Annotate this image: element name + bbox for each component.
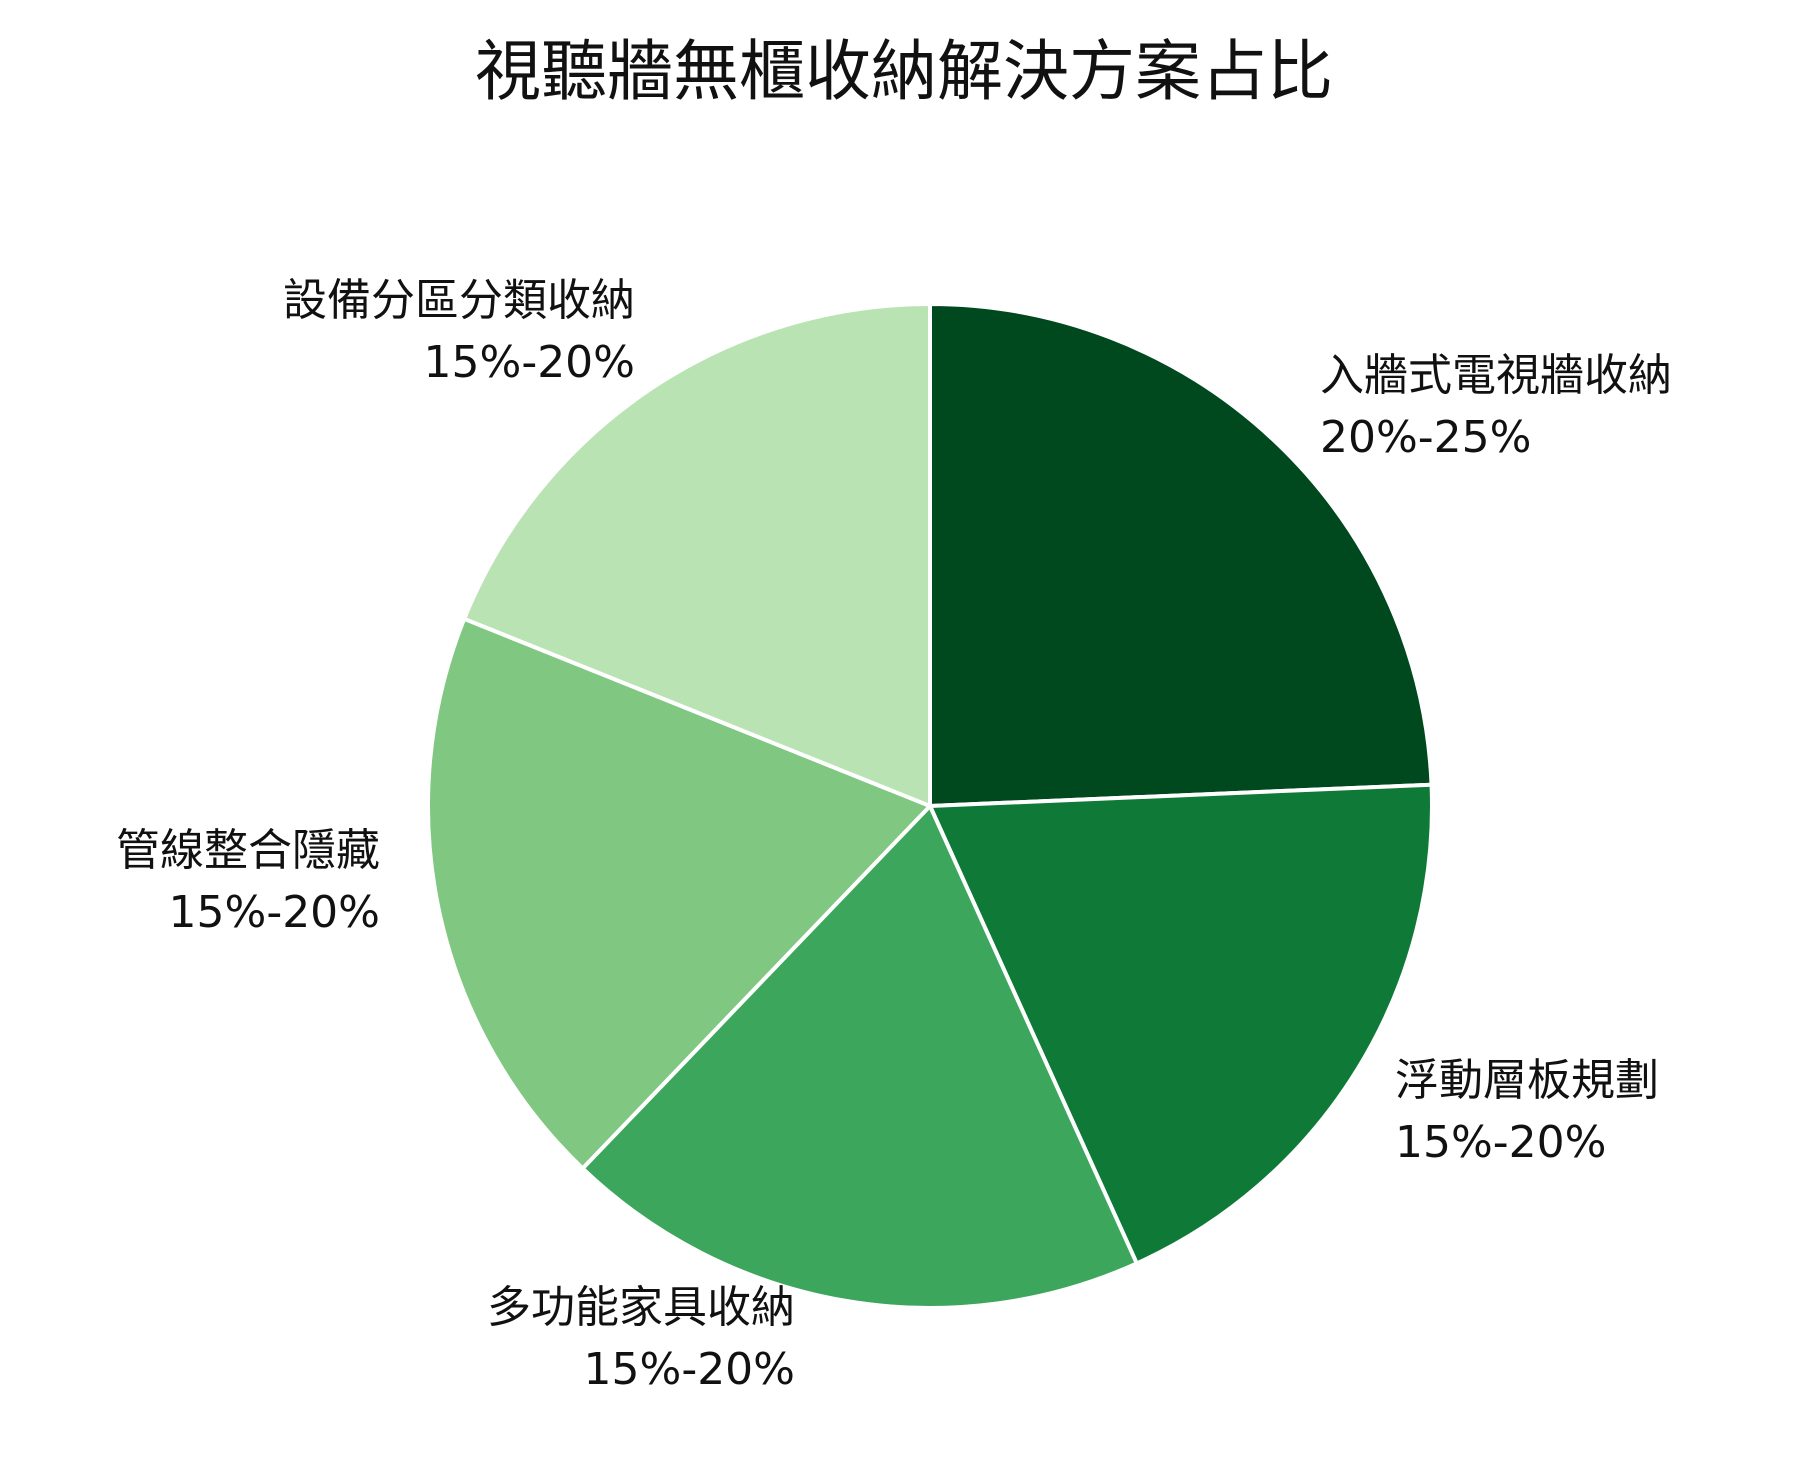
slice-value-label-5: 15%-20% [424, 337, 635, 388]
slice-label-4: 管線整合隱藏 [116, 825, 380, 876]
slice-value-label-2: 15%-20% [1395, 1117, 1606, 1168]
slice-value-label-1: 20%-25% [1320, 412, 1531, 463]
slice-label-1: 入牆式電視牆收納 [1320, 350, 1672, 401]
chart-title: 視聽牆無櫃收納解決方案占比 [475, 33, 1333, 110]
slice-value-label-4: 15%-20% [169, 887, 380, 938]
slice-label-3: 多功能家具收納 [487, 1282, 795, 1333]
pie-slices [426, 302, 1434, 1310]
slice-value-label-3: 15%-20% [584, 1344, 795, 1395]
slice-label-2: 浮動層板規劃 [1395, 1055, 1659, 1106]
slice-label-5: 設備分區分類收納 [283, 275, 635, 326]
slice-labels: 入牆式電視牆收納 20%-25% 浮動層板規劃 15%-20% 多功能家具收納 15%-2… [116, 275, 1672, 1395]
pie-slice-1 [928, 302, 1434, 808]
pie-slice-3 [580, 804, 1139, 1310]
pie-slice-5 [462, 302, 932, 808]
pie-slice-2 [928, 782, 1434, 1266]
